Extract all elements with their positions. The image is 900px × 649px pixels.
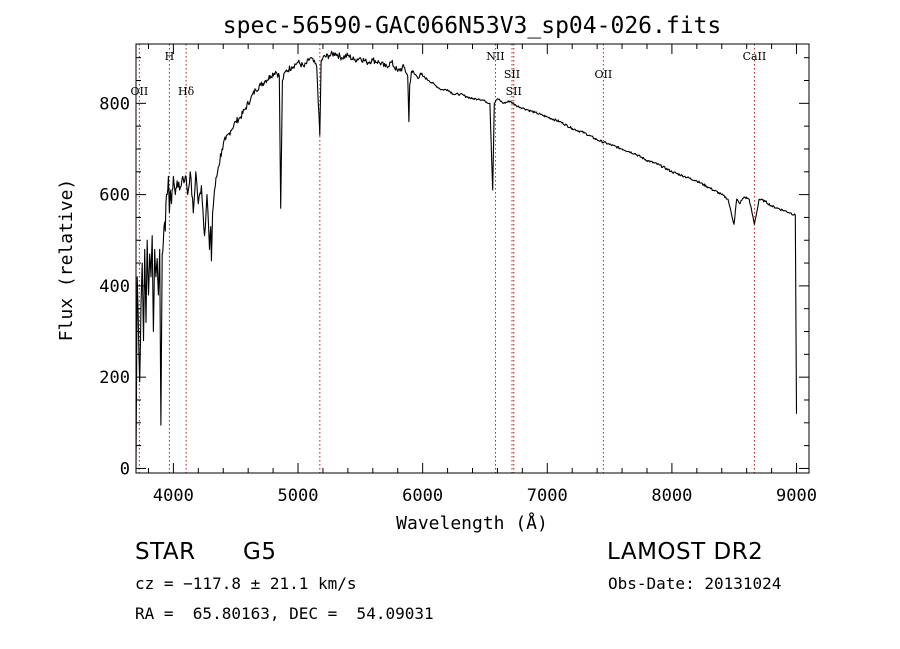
spectral-line-markers [138, 44, 755, 473]
x-tick-label: 6000 [402, 486, 443, 506]
x-axis-ticks: 4000 5000 6000 7000 8000 9000 [147, 44, 817, 506]
spectral-line-label: NII [486, 50, 504, 63]
redshift-value: cz = −117.8 ± 21.1 km/s [135, 574, 357, 593]
spectral-line-label: Hδ [178, 85, 195, 98]
plot-frame [135, 43, 810, 474]
x-tick-label: 7000 [527, 486, 568, 506]
spectral-line-label: OII [595, 68, 613, 81]
spectral-line-label: OII [131, 85, 149, 98]
spectrum-line [135, 50, 798, 469]
spectral-line-label: CaII [743, 50, 767, 63]
y-tick-label: 800 [99, 94, 130, 114]
y-tick-label: 200 [99, 368, 130, 388]
chart-title: spec-56590-GAC066N53V3_sp04-026.fits [223, 13, 722, 39]
obs-date: Obs-Date: 20131024 [608, 574, 782, 593]
x-tick-label: 4000 [153, 486, 194, 506]
y-axis-ticks: 0 200 400 600 800 [99, 57, 809, 479]
spectral-line-label: SII [504, 68, 520, 81]
x-tick-label: 5000 [278, 486, 319, 506]
object-subclass: G5 [243, 539, 277, 565]
y-tick-label: 0 [120, 459, 130, 479]
spectral-line-label: SII [506, 85, 522, 98]
y-axis-label: Flux (relative) [56, 179, 77, 342]
y-tick-label: 600 [99, 186, 130, 206]
x-tick-label: 8000 [651, 486, 692, 506]
survey-name: LAMOST DR2 [607, 539, 764, 565]
sky-coordinates: RA = 65.80163, DEC = 54.09031 [135, 604, 434, 623]
x-axis-label: Wavelength (Å) [396, 512, 548, 534]
object-class: STAR [135, 539, 196, 565]
y-tick-label: 400 [99, 277, 130, 297]
spectral-line-label: H [165, 50, 175, 63]
x-tick-label: 9000 [776, 486, 817, 506]
